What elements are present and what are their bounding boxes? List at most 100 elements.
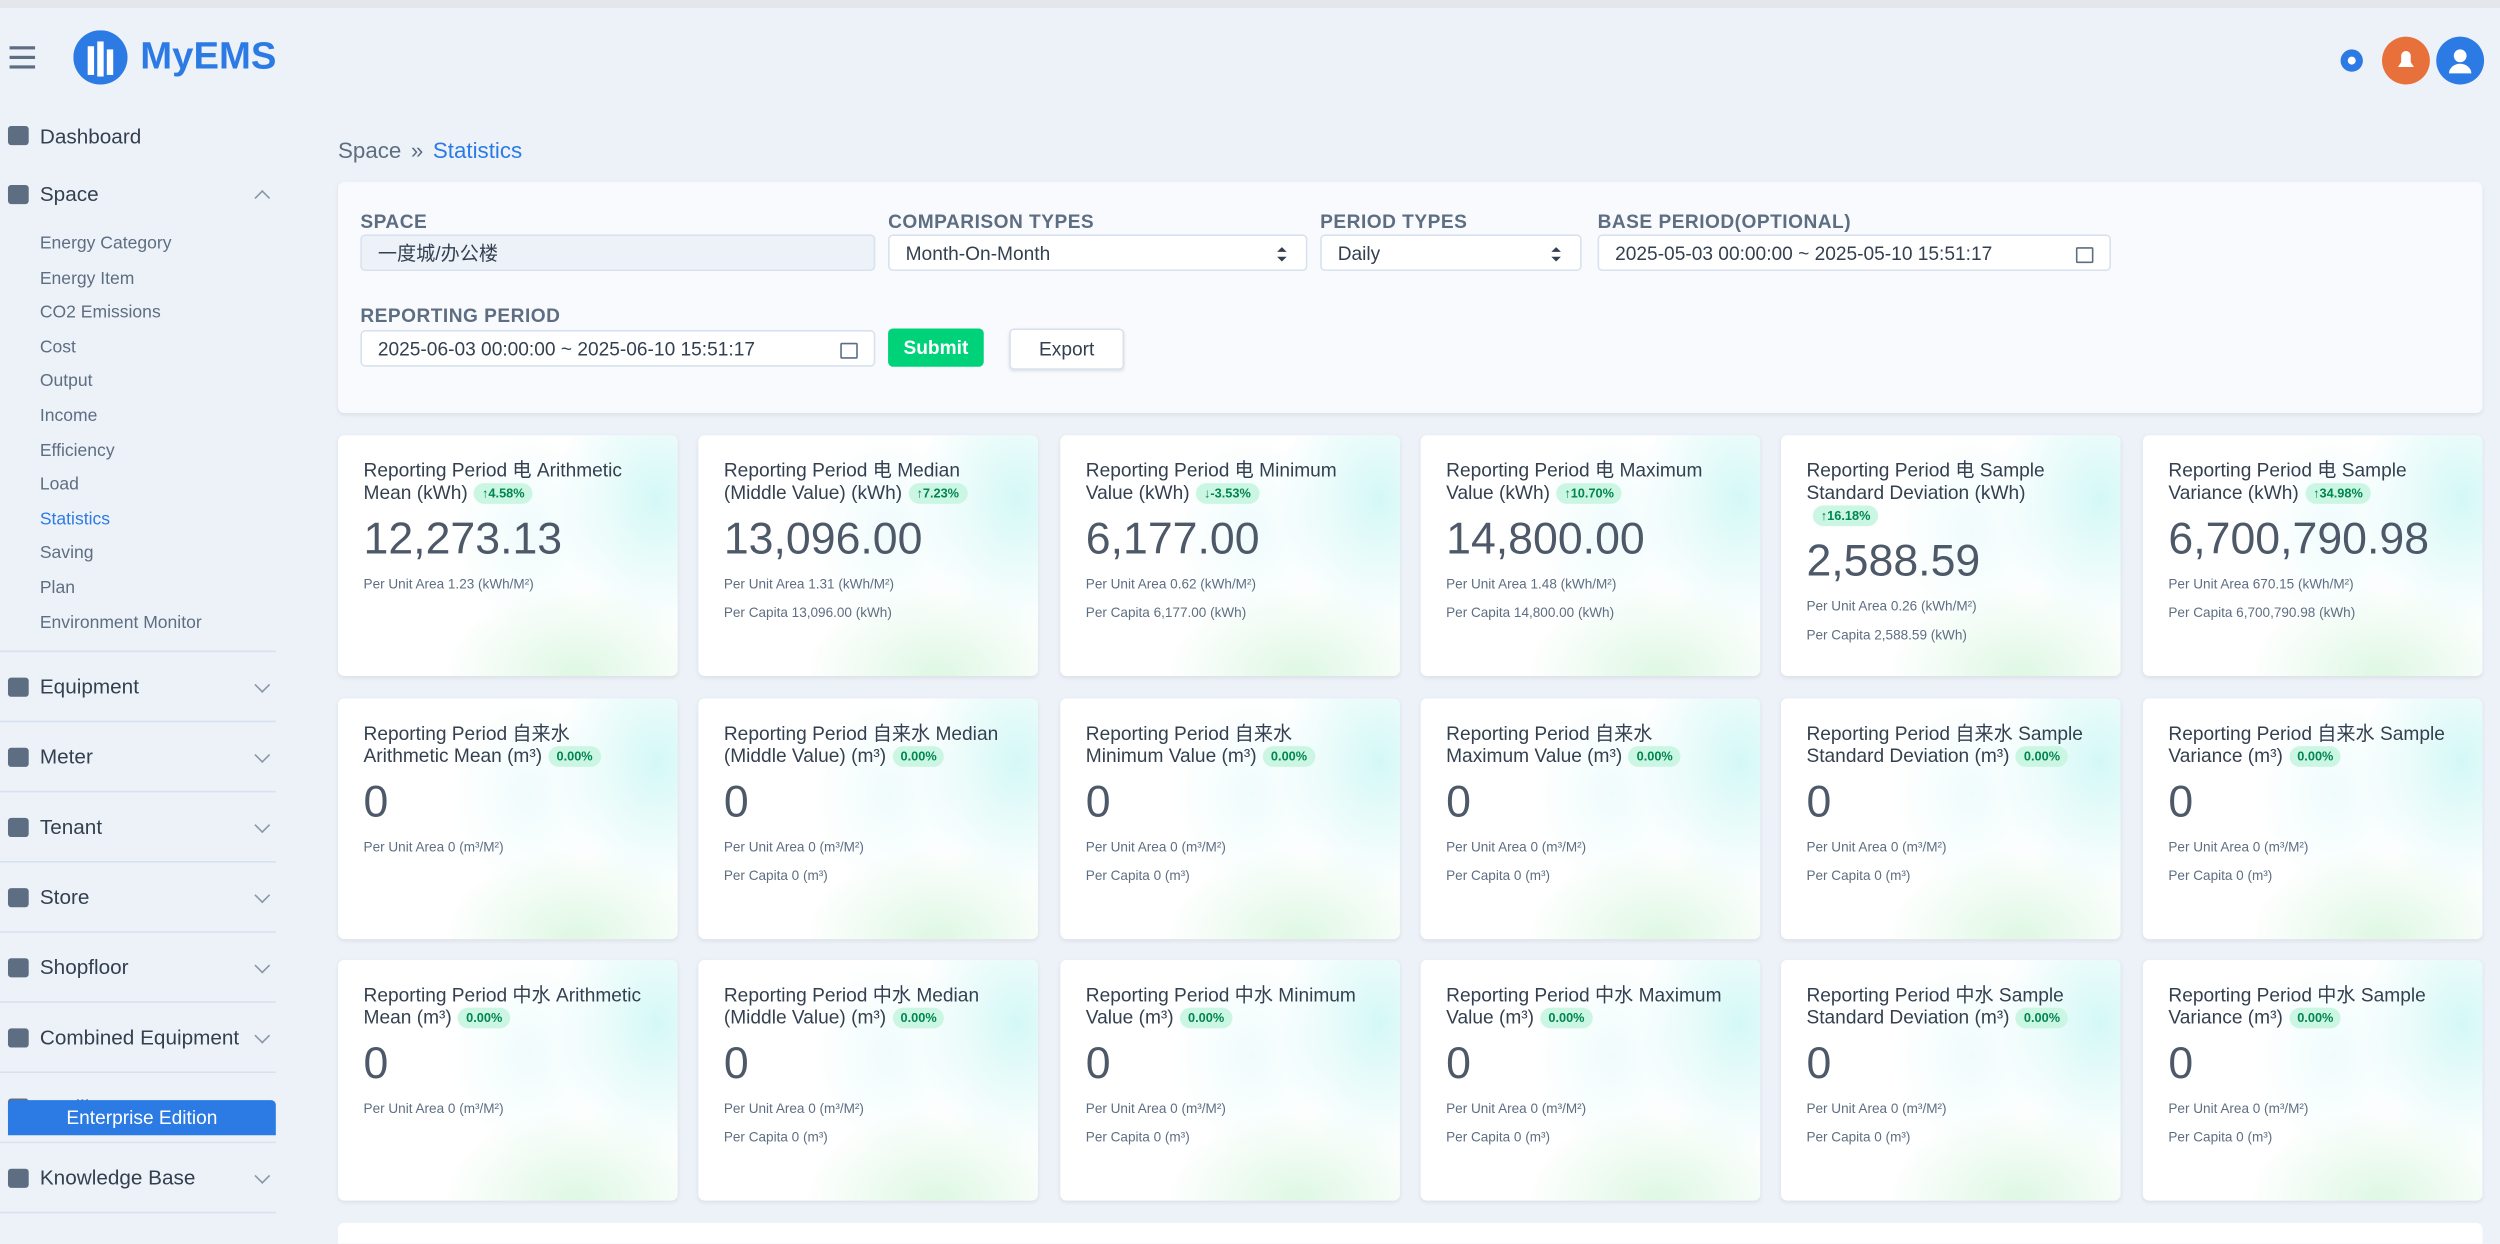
field-label: PERIOD TYPES xyxy=(1320,210,1467,232)
nav-icon xyxy=(8,958,29,977)
nav-item[interactable]: Tenant xyxy=(0,793,276,863)
notifications-button[interactable] xyxy=(2382,37,2430,85)
card-body: Reporting Period 中水 Sample Variance (m³)… xyxy=(2143,960,2483,1148)
card-body: Reporting Period 中水 Sample Standard Devi… xyxy=(1781,960,2121,1148)
brand[interactable]: MyEMS xyxy=(140,35,276,80)
nav-item[interactable]: Dashboard xyxy=(0,112,276,160)
card-value: 0 xyxy=(364,1036,653,1090)
nav-item[interactable]: Meter xyxy=(0,722,276,792)
submenu: Energy CategoryEnergy ItemCO2 EmissionsC… xyxy=(0,228,276,652)
nav-icon xyxy=(8,887,29,906)
submenu-item[interactable]: Energy Item xyxy=(0,262,276,296)
change-badge: ↑7.23% xyxy=(909,483,967,504)
nav-item[interactable]: Combined Equipment xyxy=(0,1003,276,1073)
field-label: COMPARISON TYPES xyxy=(888,210,1094,232)
submenu-item[interactable]: Energy Category xyxy=(0,228,276,262)
card-title: Reporting Period 中水 Median (Middle Value… xyxy=(724,984,1013,1029)
field-label: REPORTING PERIOD xyxy=(360,305,560,327)
reporting-period-input[interactable]: 2025-06-03 00:00:00 ~ 2025-06-10 15:51:1… xyxy=(360,330,875,367)
top-strip xyxy=(0,0,2500,8)
nav-icon xyxy=(8,747,29,766)
card-value: 0 xyxy=(724,775,1013,829)
base-period-input[interactable]: 2025-05-03 00:00:00 ~ 2025-05-10 15:51:1… xyxy=(1598,234,2111,271)
input-value: 2025-05-03 00:00:00 ~ 2025-05-10 15:51:1… xyxy=(1615,242,1992,264)
stat-card: Reporting Period 电 Maximum Value (kWh)↑1… xyxy=(1421,435,1761,676)
submenu-item[interactable]: Income xyxy=(0,400,276,434)
change-badge: 0.00% xyxy=(2016,746,2068,767)
submenu-item[interactable]: Statistics xyxy=(0,503,276,537)
stat-card: Reporting Period 中水 Sample Variance (m³)… xyxy=(2143,960,2483,1201)
submenu-item[interactable]: Plan xyxy=(0,572,276,606)
card-body: Reporting Period 中水 Arithmetic Mean (m³)… xyxy=(338,960,678,1119)
change-badge: ↑34.98% xyxy=(2305,483,2371,504)
submenu-item[interactable]: Saving xyxy=(0,538,276,572)
select-value: Month-On-Month xyxy=(906,242,1051,264)
submenu-item[interactable]: Efficiency xyxy=(0,435,276,469)
nav-label: Tenant xyxy=(40,815,102,839)
per-capita: Per Capita 0 (m³) xyxy=(1086,1126,1375,1148)
card-body: Reporting Period 自来水 Arithmetic Mean (m³… xyxy=(338,698,678,857)
change-badge: 0.00% xyxy=(1180,1008,1232,1029)
submenu-item[interactable]: Environment Monitor xyxy=(0,607,276,641)
card-title: Reporting Period 电 Minimum Value (kWh)↓-… xyxy=(1086,459,1375,504)
per-unit-area: Per Unit Area 0 (m³/M²) xyxy=(1806,835,2095,857)
filter-panel: SPACE 一度城/办公楼 COMPARISON TYPES Month-On-… xyxy=(338,182,2482,413)
change-badge: ↓-3.53% xyxy=(1196,483,1259,504)
breadcrumb-item[interactable]: Space xyxy=(338,137,401,163)
change-badge: 0.00% xyxy=(893,1008,945,1029)
nav-label: Equipment xyxy=(40,675,139,699)
nav-item[interactable]: Knowledge Base xyxy=(0,1143,276,1213)
per-capita: Per Capita 0 (m³) xyxy=(724,864,1013,886)
chevron xyxy=(254,676,270,692)
card-value: 0 xyxy=(1086,1036,1375,1090)
card-title: Reporting Period 电 Sample Variance (kWh)… xyxy=(2168,459,2457,504)
card-title: Reporting Period 自来水 Sample Standard Dev… xyxy=(1806,722,2095,767)
enterprise-button[interactable]: Enterprise Edition xyxy=(8,1100,276,1135)
comparison-select[interactable]: Month-On-Month xyxy=(888,234,1307,271)
card-title-text: Reporting Period 电 Sample Variance (kWh) xyxy=(2168,459,2406,504)
per-capita: Per Capita 14,800.00 (kWh) xyxy=(1446,601,1735,623)
nav-icon xyxy=(8,184,29,203)
stat-card: Reporting Period 中水 Maximum Value (m³)0.… xyxy=(1421,960,1761,1201)
stat-card: Reporting Period 自来水 Median (Middle Valu… xyxy=(698,698,1038,939)
period-select[interactable]: Daily xyxy=(1320,234,1581,271)
card-body: Reporting Period 中水 Median (Middle Value… xyxy=(698,960,1038,1148)
nav-item[interactable]: Space xyxy=(0,159,276,228)
card-value: 0 xyxy=(364,775,653,829)
card-title-text: Reporting Period 电 Sample Standard Devia… xyxy=(1806,459,2044,504)
per-capita: Per Capita 6,177.00 (kWh) xyxy=(1086,601,1375,623)
change-badge: 0.00% xyxy=(458,1008,510,1029)
logo xyxy=(73,30,127,84)
submenu-item[interactable]: CO2 Emissions xyxy=(0,297,276,331)
nav-icon xyxy=(8,817,29,836)
nav-label: Knowledge Base xyxy=(40,1166,196,1190)
stat-card: Reporting Period 电 Median (Middle Value)… xyxy=(698,435,1038,676)
settings-button[interactable] xyxy=(2328,37,2376,85)
card-value: 0 xyxy=(2168,1036,2457,1090)
nav-label: Combined Equipment xyxy=(40,1025,239,1049)
nav-item[interactable]: Store xyxy=(0,863,276,933)
per-unit-area: Per Unit Area 0 (m³/M²) xyxy=(1446,1097,1735,1119)
per-capita: Per Capita 0 (m³) xyxy=(1806,1126,2095,1148)
change-badge: 0.00% xyxy=(1263,746,1315,767)
nav-item[interactable]: Equipment xyxy=(0,652,276,722)
submenu-item[interactable]: Output xyxy=(0,366,276,400)
per-unit-area: Per Unit Area 0 (m³/M²) xyxy=(724,1097,1013,1119)
export-button[interactable]: Export xyxy=(1009,328,1124,369)
per-unit-area: Per Unit Area 0 (m³/M²) xyxy=(364,835,653,857)
space-input[interactable]: 一度城/办公楼 xyxy=(360,234,875,271)
per-unit-area: Per Unit Area 0 (m³/M²) xyxy=(2168,1097,2457,1119)
stat-card: Reporting Period 中水 Arithmetic Mean (m³)… xyxy=(338,960,678,1201)
submit-button[interactable]: Submit xyxy=(888,328,984,366)
profile-button[interactable] xyxy=(2436,37,2484,85)
per-capita: Per Capita 0 (m³) xyxy=(1446,864,1735,886)
submenu-item[interactable]: Load xyxy=(0,469,276,503)
menu-toggle[interactable] xyxy=(10,46,36,75)
stat-card: Reporting Period 电 Sample Standard Devia… xyxy=(1781,435,2121,676)
nav-item[interactable]: Shopfloor xyxy=(0,933,276,1003)
change-badge: 0.00% xyxy=(2289,1008,2341,1029)
per-unit-area: Per Unit Area 0 (m³/M²) xyxy=(364,1097,653,1119)
submenu-item[interactable]: Cost xyxy=(0,331,276,365)
card-body: Reporting Period 电 Minimum Value (kWh)↓-… xyxy=(1060,435,1400,623)
